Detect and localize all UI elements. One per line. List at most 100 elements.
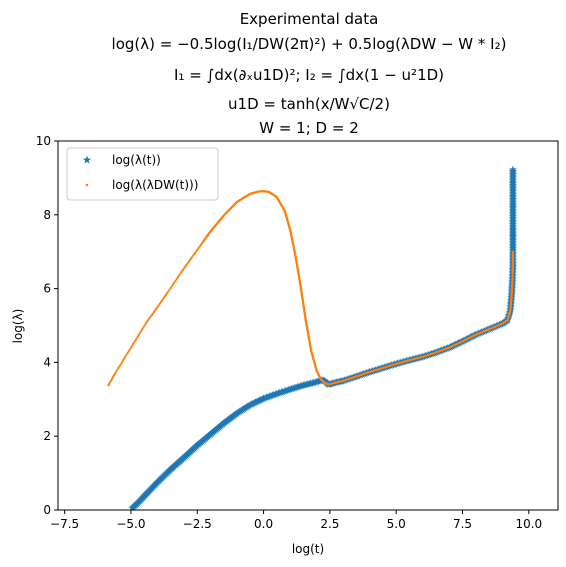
data-point — [135, 337, 138, 340]
data-point — [292, 247, 296, 251]
data-point — [180, 270, 183, 274]
data-point — [304, 318, 307, 321]
series-1 — [128, 165, 517, 510]
data-point — [298, 279, 301, 282]
data-point — [298, 281, 302, 284]
y-tick-label: 8 — [43, 208, 51, 222]
data-point — [117, 366, 120, 370]
data-point — [485, 328, 489, 332]
data-point — [287, 222, 290, 225]
data-point — [163, 295, 166, 298]
data-point — [309, 348, 313, 351]
legend-marker-star — [82, 155, 92, 164]
x-tick-label: 2.5 — [320, 517, 339, 531]
y-tick-label: 6 — [43, 282, 51, 296]
data-point — [285, 216, 288, 219]
data-point — [190, 257, 193, 260]
data-point — [293, 252, 297, 255]
data-point — [309, 345, 312, 349]
data-point — [295, 260, 298, 263]
data-point — [334, 381, 337, 384]
data-point — [310, 350, 313, 353]
data-point — [353, 375, 356, 379]
data-point — [228, 208, 231, 211]
data-point — [292, 245, 295, 248]
data-point — [297, 273, 300, 276]
data-point — [289, 232, 293, 236]
data-point — [134, 339, 137, 342]
x-tick-label: −2.5 — [183, 517, 212, 531]
data-point — [116, 368, 119, 371]
data-point — [377, 367, 381, 371]
data-point — [355, 375, 358, 378]
data-point — [200, 241, 204, 245]
data-point — [225, 211, 228, 214]
data-point — [235, 200, 239, 204]
series-2-line — [202, 190, 515, 386]
chart-title-line-5: W = 1; D = 2 — [259, 119, 359, 137]
x-tick-label: 10.0 — [515, 517, 542, 531]
data-point — [113, 372, 117, 375]
legend-label-series-1: log(λ(t)) — [112, 153, 161, 167]
data-point-star — [508, 165, 517, 174]
data-point — [291, 239, 294, 242]
data-point — [391, 363, 394, 367]
data-point — [137, 333, 141, 336]
data-point — [404, 360, 407, 363]
data-point — [347, 377, 350, 381]
data-point — [208, 231, 211, 235]
data-point — [253, 191, 256, 194]
data-point — [191, 255, 194, 258]
data-point — [509, 303, 512, 306]
data-point — [138, 331, 142, 335]
data-point — [149, 315, 152, 319]
data-point — [510, 294, 513, 298]
data-point — [196, 248, 199, 252]
data-point — [214, 223, 217, 227]
data-point — [171, 283, 175, 286]
data-point — [311, 354, 314, 357]
data-point — [199, 243, 203, 246]
data-point — [302, 304, 305, 307]
data-point — [511, 269, 514, 272]
data-point — [511, 273, 514, 277]
data-point — [408, 359, 411, 362]
data-point — [133, 340, 136, 344]
data-point — [395, 362, 398, 366]
data-point — [511, 256, 515, 259]
data-point — [480, 331, 483, 334]
data-point — [511, 259, 515, 263]
data-point — [510, 299, 513, 302]
data-point — [314, 365, 317, 368]
data-point — [368, 370, 371, 374]
data-point — [153, 309, 157, 312]
data-point — [484, 329, 487, 332]
data-point — [465, 338, 468, 341]
data-point — [141, 328, 144, 331]
data-point — [167, 290, 170, 293]
data-point — [402, 360, 405, 363]
data-point — [168, 288, 171, 291]
data-point — [421, 355, 424, 359]
data-point — [389, 364, 392, 367]
data-point — [260, 190, 263, 193]
data-point — [210, 228, 213, 231]
data-point — [107, 384, 110, 387]
data-point — [308, 339, 311, 342]
data-point — [511, 252, 515, 255]
data-point — [224, 212, 227, 216]
data-point — [313, 363, 317, 366]
data-point — [510, 288, 514, 291]
data-point — [262, 190, 265, 193]
data-point — [258, 190, 262, 193]
data-point — [400, 361, 404, 364]
data-point — [276, 197, 279, 200]
data-point — [302, 302, 305, 305]
data-point — [510, 292, 513, 296]
data-point — [300, 291, 303, 295]
data-point — [510, 296, 513, 300]
data-point — [306, 329, 309, 332]
data-point — [467, 337, 470, 340]
data-point — [385, 365, 388, 368]
data-point — [219, 217, 223, 220]
